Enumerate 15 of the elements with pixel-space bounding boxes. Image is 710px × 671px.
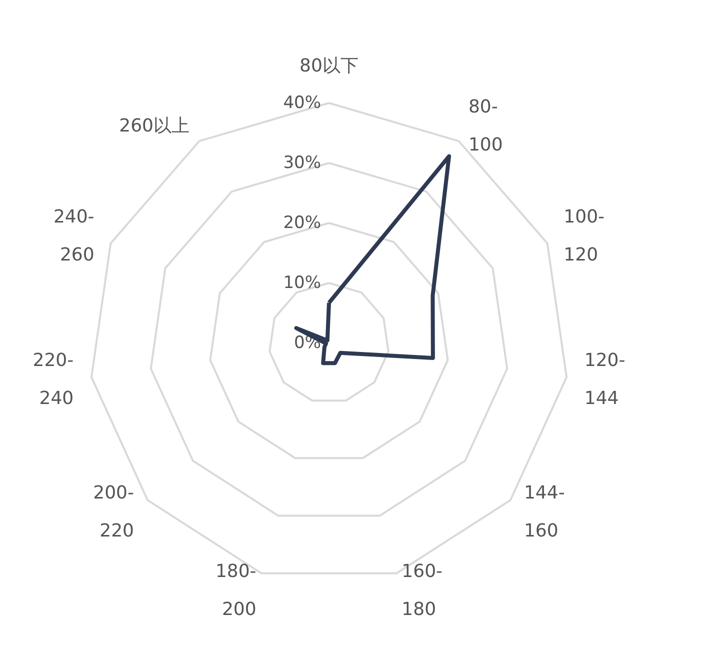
spoke-label: 180-200 (215, 561, 256, 620)
y-tick-label: 40% (283, 93, 321, 113)
spoke-label: 260以上 (119, 115, 190, 136)
spoke-label: 200-220 (93, 482, 134, 542)
spoke-label: 240-260 (53, 206, 94, 266)
y-tick-label: 30% (283, 153, 321, 173)
spoke-label: 80以下 (300, 56, 358, 76)
spoke-label: 100-120 (564, 206, 605, 266)
y-tick-label: 10% (283, 273, 321, 293)
spoke-label: 220-240 (32, 350, 74, 410)
y-tick-label: 20% (283, 213, 321, 233)
spoke-label: 144-160 (524, 482, 565, 542)
spoke-label: 160-180 (402, 561, 443, 620)
spoke-label: 80-100 (468, 96, 503, 156)
spoke-label: 120-144 (584, 350, 626, 410)
